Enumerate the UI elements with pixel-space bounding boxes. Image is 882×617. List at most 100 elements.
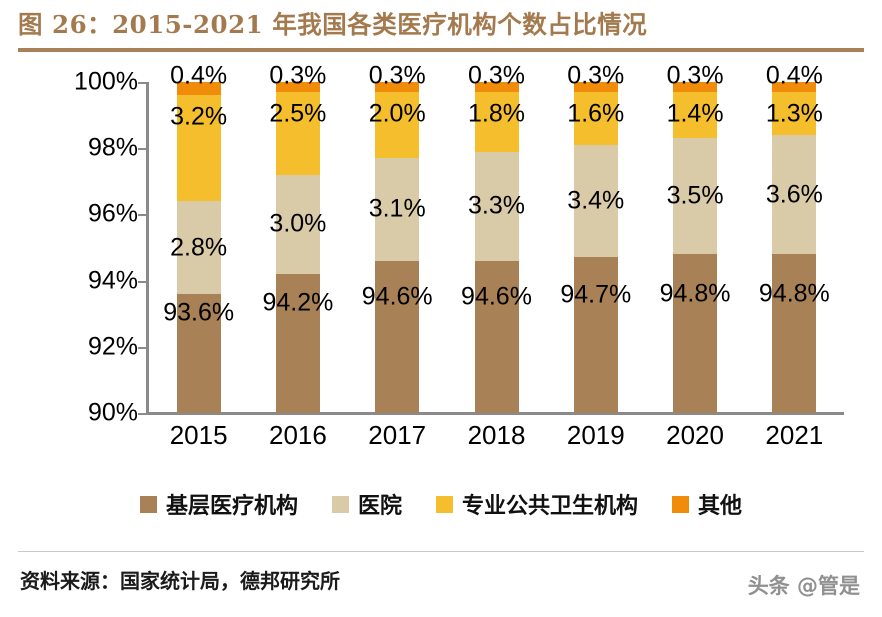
bar-value-label: 0.4% (765, 61, 823, 90)
x-axis-line (146, 412, 844, 415)
bar-value-label: 0.3% (468, 61, 525, 90)
legend-item[interactable]: 基层医疗机构 (139, 488, 298, 520)
bar-stack (375, 82, 420, 413)
bar-segment[interactable] (673, 254, 718, 413)
y-axis-tick-label: 94% (87, 266, 138, 295)
bar-segment[interactable] (772, 91, 817, 135)
bar-segment[interactable] (176, 201, 221, 294)
x-axis-tick-label: 2019 (566, 420, 625, 450)
x-axis-tick-label: 2017 (368, 420, 427, 450)
legend-label: 医院 (357, 493, 402, 519)
bar-segment[interactable] (772, 82, 817, 92)
bar-group[interactable]: 93.6% 2.8% 3.2% 0.4% (163, 63, 234, 413)
bar-segment[interactable] (573, 91, 618, 145)
bar-value-label: 94.8% (758, 279, 830, 308)
bar-segment[interactable] (673, 91, 718, 139)
bar-segment[interactable] (375, 82, 420, 92)
bar-group[interactable]: 94.2% 3.0% 2.5% 0.3% (262, 63, 333, 413)
bar-value-label: 94.6% (461, 282, 532, 311)
bar-segment[interactable] (375, 158, 420, 261)
y-axis-tick-label: 98% (87, 133, 138, 162)
bar-segment[interactable] (275, 82, 320, 92)
bar-stack (176, 82, 221, 413)
y-axis-tick-mark (138, 413, 147, 415)
bar-group[interactable]: 94.8% 3.5% 1.4% 0.3% (660, 63, 731, 413)
bar-value-label: 94.8% (659, 279, 731, 308)
bar-segment[interactable] (573, 82, 618, 92)
bar-value-label: 3.6% (765, 180, 823, 209)
bar-value-label: 94.7% (560, 280, 632, 309)
bar-value-label: 0.3% (666, 61, 724, 90)
bar-value-label: 1.6% (567, 99, 625, 128)
legend-swatch-icon (672, 495, 690, 513)
bar-segment[interactable] (275, 174, 320, 274)
x-axis-tick-label: 2016 (269, 420, 327, 450)
legend-label: 基层医疗机构 (165, 493, 298, 519)
y-axis-tick-label: 92% (87, 332, 138, 361)
bar-group[interactable]: 94.6% 3.1% 2.0% 0.3% (362, 63, 433, 413)
x-axis-tick-label: 2021 (765, 420, 824, 450)
legend-swatch-icon (436, 495, 453, 513)
footer-divider (18, 551, 864, 552)
bar-segment[interactable] (573, 257, 618, 413)
bar-segment[interactable] (176, 95, 221, 202)
bar-segment[interactable] (375, 260, 420, 413)
bar-stack (474, 82, 519, 413)
bar-segment[interactable] (375, 91, 420, 159)
bar-group[interactable]: 94.8% 3.6% 1.3% 0.4% (759, 63, 830, 413)
x-axis-tick-label: 2018 (467, 420, 526, 450)
title-divider (18, 48, 864, 52)
bar-segment[interactable] (772, 254, 817, 413)
bar-value-label: 2.0% (368, 99, 426, 128)
bar-value-label: 0.3% (269, 61, 327, 90)
bar-segment[interactable] (474, 91, 519, 152)
legend-swatch-icon (331, 495, 349, 513)
bar-value-label: 2.8% (170, 233, 228, 261)
y-axis-line (146, 82, 149, 413)
bar-segment[interactable] (673, 82, 718, 92)
bar-value-label: 1.8% (468, 99, 525, 128)
bar-segment[interactable] (573, 144, 618, 258)
bar-segment[interactable] (474, 260, 519, 413)
bar-segment[interactable] (772, 134, 817, 255)
bar-segment[interactable] (176, 293, 221, 413)
watermark: 头条 @管是 (747, 574, 860, 598)
bar-value-label: 93.6% (163, 298, 235, 327)
bar-stack (275, 82, 320, 413)
bar-group[interactable]: 94.6% 3.3% 1.8% 0.3% (461, 63, 532, 413)
bar-value-label: 3.5% (666, 181, 724, 210)
y-axis-tick-label: 90% (87, 398, 138, 427)
bar-value-label: 0.4% (170, 61, 228, 90)
legend-item[interactable]: 专业公共卫生机构 (436, 488, 638, 520)
x-axis: 2015 2016 2017 2018 2019 2020 2021 (149, 420, 844, 456)
bar-segment[interactable] (275, 91, 320, 175)
bar-segment[interactable] (176, 82, 221, 96)
bar-segment[interactable] (275, 273, 320, 413)
y-axis-tick-mark (138, 346, 147, 349)
y-axis-tick-label: 100% (74, 67, 138, 96)
y-axis-tick-label: 96% (87, 199, 138, 228)
bar-value-label: 1.4% (666, 99, 724, 128)
y-axis-tick-mark (138, 280, 147, 283)
bar-group[interactable]: 94.7% 3.4% 1.6% 0.3% (560, 63, 631, 413)
x-axis-tick-label: 2015 (169, 420, 228, 450)
bar-segment[interactable] (474, 82, 519, 92)
x-axis-tick-label: 2020 (666, 420, 724, 450)
title-block: 图 26：2015-2021 年我国各类医疗机构个数占比情况 (18, 8, 864, 52)
bar-segment[interactable] (474, 151, 519, 261)
bar-value-label: 3.4% (567, 186, 625, 215)
legend-swatch-icon (139, 495, 157, 513)
bar-value-label: 3.2% (170, 102, 228, 131)
y-axis-tick-mark (138, 214, 147, 217)
bar-stack (772, 82, 817, 413)
bars-area: 93.6% 2.8% 3.2% 0.4% 94.2% 3.0% 2.5% 0.3% 94.6% 3… (149, 63, 844, 413)
y-axis-tick-mark (138, 82, 147, 84)
bar-value-label: 94.2% (262, 288, 334, 317)
legend-item[interactable]: 其他 (672, 488, 742, 520)
legend-item[interactable]: 医院 (331, 488, 402, 520)
source-note: 资料来源：国家统计局，德邦研究所 (20, 569, 340, 593)
page-title: 图 26：2015-2021 年我国各类医疗机构个数占比情况 (18, 10, 648, 39)
bar-value-label: 2.5% (269, 99, 327, 128)
bar-segment[interactable] (673, 138, 718, 255)
y-axis-tick-mark (138, 148, 147, 151)
